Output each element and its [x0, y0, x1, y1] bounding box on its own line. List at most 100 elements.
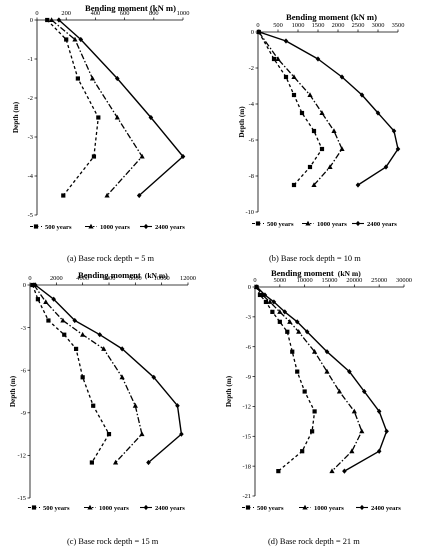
data-point	[89, 460, 94, 465]
data-point	[267, 299, 273, 304]
data-point	[175, 403, 180, 409]
data-point	[351, 408, 357, 414]
data-point	[148, 114, 154, 121]
series-line	[255, 286, 316, 472]
x-tick-label: 1000	[177, 10, 190, 17]
chart-title: Bending moment (kN m)	[286, 12, 377, 22]
series-line	[258, 31, 343, 186]
data-point	[60, 317, 66, 323]
y-axis-label: Depth (m)	[12, 101, 20, 133]
x-tick-label: 20000	[346, 277, 362, 284]
series-0	[256, 29, 325, 188]
x-tick-label: 12000	[180, 275, 196, 282]
legend-marker	[305, 220, 311, 226]
data-point	[263, 299, 269, 305]
data-point	[72, 317, 78, 324]
data-point	[296, 328, 302, 334]
caption-c: (c) Base rock depth = 15 m	[67, 537, 159, 546]
y-tick-label: 0	[23, 282, 26, 289]
chart-title-units: (kN m)	[338, 269, 361, 278]
y-tick-label: -4	[28, 173, 34, 180]
legend-label: 500 years	[45, 224, 72, 231]
chart-panel-0: Bending moment (kN m) 0 200 400 600 800 1000 0 -…	[12, 3, 189, 231]
legend: 500 years 1000 years 2400 years	[252, 220, 397, 228]
data-point	[46, 318, 51, 323]
data-point	[61, 193, 66, 198]
x-tick-label: 25000	[371, 277, 387, 284]
x-tick-label: 1500	[312, 22, 325, 29]
data-point	[80, 375, 85, 380]
x-tick-label: 0	[28, 275, 31, 282]
series-line	[255, 286, 363, 472]
data-point	[139, 153, 145, 159]
data-point	[257, 292, 263, 298]
data-point	[64, 37, 69, 42]
legend-label: 500 years	[257, 505, 284, 512]
legend-marker	[31, 505, 37, 510]
y-tick-label: -6	[246, 344, 251, 351]
data-point	[339, 74, 345, 80]
data-point	[376, 408, 382, 415]
data-point	[295, 369, 300, 374]
series-line	[33, 284, 143, 463]
series-1	[256, 29, 345, 187]
data-point	[45, 17, 50, 23]
data-point	[383, 164, 389, 170]
x-tick-label: 2000	[332, 22, 345, 29]
x-tick-label: 500	[273, 22, 283, 29]
data-point	[136, 192, 142, 199]
legend-marker	[143, 223, 149, 230]
data-point	[91, 403, 96, 408]
x-tick-label: 15000	[322, 277, 338, 284]
legend-label: 500 years	[267, 221, 294, 228]
data-point	[291, 74, 297, 79]
data-point	[78, 36, 84, 43]
data-point	[347, 368, 352, 375]
legend-label: 1000 years	[314, 505, 344, 512]
series-line	[51, 19, 143, 196]
y-tick-label: -2	[249, 65, 254, 72]
x-tick-label: 0	[35, 10, 38, 17]
data-point	[307, 164, 313, 170]
x-tick-label: 400	[91, 10, 101, 17]
x-tick-label: 3500	[392, 22, 405, 29]
data-point	[336, 388, 343, 394]
series-line	[256, 286, 388, 472]
data-point	[51, 296, 56, 302]
data-point	[56, 17, 62, 23]
y-tick-label: -12	[242, 404, 251, 411]
data-point	[349, 448, 355, 454]
y-tick-label: -15	[242, 433, 251, 440]
y-axis-label: Depth (m)	[9, 375, 17, 407]
legend-label: 2400 years	[367, 221, 397, 228]
data-point	[282, 309, 288, 315]
legend: 500 years 1000 years 2400 years	[28, 504, 185, 512]
y-tick-label: -3	[246, 314, 251, 321]
legend-label: 2400 years	[155, 224, 185, 231]
x-tick-label: 3000	[372, 22, 385, 29]
legend-marker	[255, 221, 261, 226]
y-tick-label: -15	[17, 495, 26, 502]
data-point	[391, 128, 397, 134]
data-point	[395, 146, 401, 152]
y-tick-label: -6	[21, 367, 26, 374]
data-point	[96, 115, 101, 120]
data-point	[355, 182, 361, 188]
data-point	[299, 110, 305, 116]
x-tick-label: 4000	[76, 275, 89, 282]
x-tick-label: 10000	[297, 277, 313, 284]
data-point	[275, 56, 281, 61]
data-point	[139, 431, 145, 437]
series-line	[258, 31, 399, 186]
x-tick-label: 2000	[50, 275, 63, 282]
x-tick-label: 0	[256, 22, 259, 29]
data-point	[302, 389, 307, 394]
legend-label: 2400 years	[371, 505, 401, 512]
data-point	[384, 428, 389, 434]
legend-label: 2400 years	[155, 505, 185, 512]
chart-title: Bending moment (kN m)	[78, 270, 168, 280]
data-point	[359, 92, 365, 98]
legend-label: 1000 years	[317, 221, 347, 228]
data-point	[179, 431, 184, 437]
